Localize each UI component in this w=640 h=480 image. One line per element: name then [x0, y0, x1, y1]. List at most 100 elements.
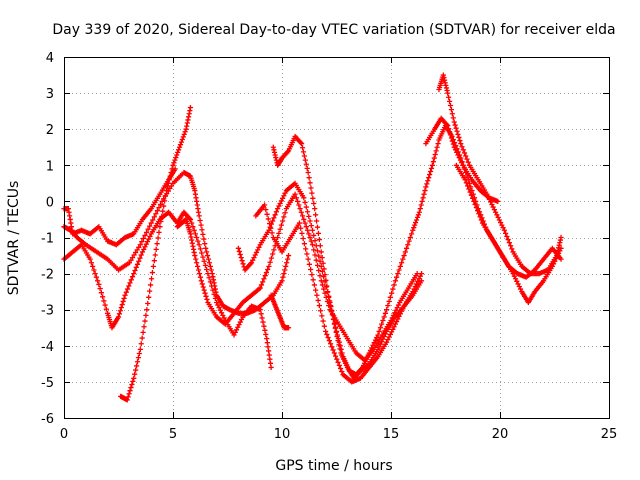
data-point-marker [140, 329, 146, 335]
data-point-marker [147, 282, 154, 288]
y-axis-label: SDTVAR / TECUs [6, 181, 22, 296]
data-point-marker [206, 275, 212, 281]
data-point-marker [209, 283, 215, 289]
data-point-marker [321, 266, 327, 272]
data-point-marker [296, 220, 303, 226]
data-point-marker [171, 160, 177, 166]
data-point-marker [154, 241, 160, 247]
data-point-marker [261, 202, 268, 208]
data-point-marker [299, 141, 305, 147]
data-point-marker [301, 153, 308, 159]
data-point-marker [304, 227, 311, 233]
data-point-marker [257, 285, 263, 291]
data-point-marker [323, 328, 329, 334]
data-point-marker [240, 261, 246, 267]
x-tick-label: 5 [169, 427, 177, 442]
data-point-marker [143, 229, 150, 235]
data-point-marker [467, 189, 473, 195]
data-point-marker [448, 135, 455, 141]
data-point-marker [192, 231, 199, 237]
data-point-marker [247, 261, 254, 267]
data-point-marker [164, 184, 170, 190]
data-point-marker [381, 314, 387, 320]
data-point-marker [202, 262, 208, 268]
data-point-marker [266, 263, 272, 269]
data-point-marker [396, 267, 402, 273]
y-tick-label: -6 [41, 412, 54, 427]
data-point-marker [298, 140, 304, 146]
y-tick-label: 2 [46, 123, 54, 138]
data-point-marker [122, 292, 128, 298]
data-point-marker [296, 202, 302, 208]
data-point-marker [195, 238, 201, 244]
data-point-marker [412, 222, 418, 228]
data-point-marker [190, 224, 196, 230]
data-point-marker [206, 260, 213, 266]
data-point-marker [321, 323, 327, 329]
data-point-marker [405, 242, 411, 248]
data-point-marker [133, 367, 139, 373]
data-point-marker [394, 274, 400, 280]
data-point-marker [293, 195, 299, 201]
data-point-marker [132, 267, 138, 274]
data-point-marker [326, 338, 332, 344]
data-point-marker [179, 136, 185, 143]
y-tick-label: -5 [41, 376, 54, 391]
data-point-marker [411, 225, 417, 231]
data-point-marker [299, 145, 306, 151]
data-point-marker [280, 274, 286, 280]
data-point-marker [505, 236, 511, 243]
data-point-marker [133, 264, 139, 271]
grid-lines [64, 57, 609, 418]
data-point-marker [263, 269, 270, 276]
data-point-marker [317, 258, 323, 264]
data-point-marker [133, 363, 140, 369]
data-point-marker [147, 223, 153, 229]
data-point-marker [207, 279, 213, 285]
data-point-marker [118, 305, 124, 311]
data-point-marker [455, 131, 461, 137]
data-point-marker [197, 217, 203, 224]
data-point-marker [317, 243, 323, 249]
data-point-marker [446, 129, 453, 135]
data-point-marker [131, 375, 137, 381]
data-point-marker [465, 159, 471, 165]
data-point-marker [311, 200, 317, 207]
data-point-marker [418, 271, 425, 277]
data-point-marker [507, 243, 514, 249]
data-point-marker [336, 342, 342, 348]
data-point-marker [271, 215, 277, 221]
data-point-marker [302, 220, 308, 226]
data-point-marker [187, 104, 194, 111]
data-point-marker [96, 281, 102, 288]
data-point-marker [197, 274, 204, 280]
data-point-marker [281, 271, 287, 277]
data-point-marker [91, 267, 97, 273]
data-point-marker [300, 235, 306, 242]
data-point-marker [281, 214, 287, 220]
data-point-marker [299, 230, 305, 236]
data-point-marker [268, 364, 274, 371]
data-point-marker [199, 250, 205, 256]
data-point-marker [306, 261, 313, 267]
data-point-marker [447, 102, 454, 109]
data-point-marker [325, 334, 331, 341]
data-point-marker [200, 231, 206, 238]
data-point-marker [238, 255, 244, 261]
data-point-marker [140, 235, 147, 242]
data-point-marker [285, 256, 291, 262]
data-point-marker [157, 224, 163, 230]
data-point-marker [468, 192, 474, 198]
data-point-marker [268, 255, 275, 261]
data-series [61, 72, 564, 403]
data-point-marker [303, 204, 309, 210]
data-point-marker [428, 165, 435, 171]
data-point-marker [331, 350, 337, 356]
data-point-marker [260, 319, 266, 325]
data-point-marker [317, 273, 323, 279]
data-point-marker [318, 249, 324, 255]
data-point-marker [126, 283, 132, 289]
data-point-marker [278, 222, 284, 228]
data-point-marker [200, 254, 206, 260]
